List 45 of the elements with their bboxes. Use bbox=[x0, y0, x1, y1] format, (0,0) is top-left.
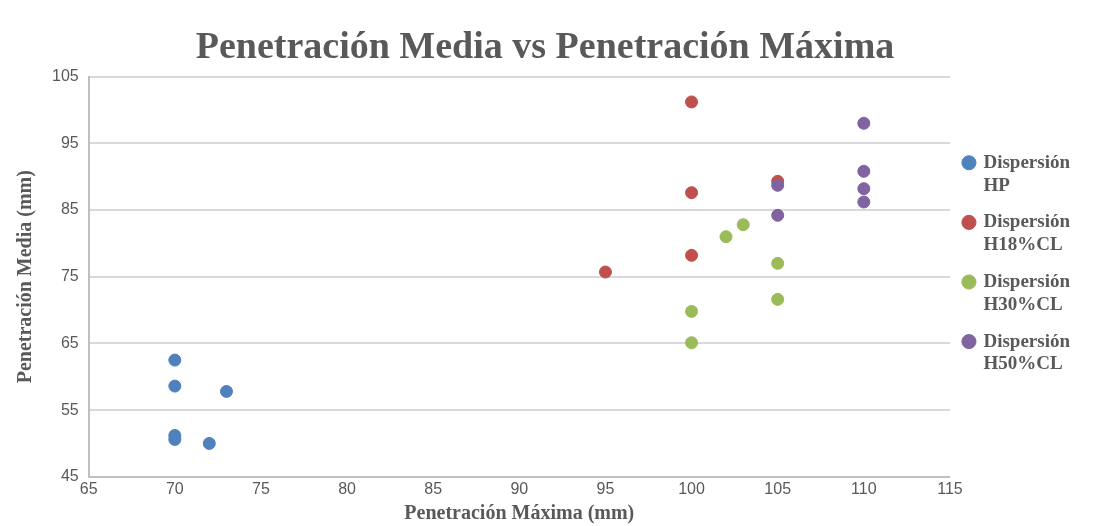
point bbox=[771, 178, 785, 192]
legend-label: Dispersión HP bbox=[983, 150, 1071, 195]
x-tick-label: 70 bbox=[165, 479, 184, 497]
point bbox=[771, 256, 785, 270]
legend-label: Dispersión H50%CL bbox=[983, 329, 1071, 374]
point bbox=[685, 304, 699, 318]
point bbox=[598, 265, 612, 279]
point bbox=[202, 436, 216, 450]
point bbox=[685, 248, 699, 262]
x-tick-label: 105 bbox=[764, 479, 792, 497]
legend-label: Dispersión H18%CL bbox=[983, 210, 1071, 255]
point bbox=[736, 218, 750, 232]
y-tick-label: 55 bbox=[60, 400, 79, 418]
legend-label: Dispersión H30%CL bbox=[983, 269, 1071, 314]
point bbox=[168, 353, 182, 367]
point bbox=[771, 292, 785, 306]
y-tick-label: 75 bbox=[60, 267, 79, 285]
x-tick-label: 65 bbox=[79, 479, 98, 497]
y-tick-label: 95 bbox=[60, 133, 79, 151]
point bbox=[219, 384, 233, 398]
point bbox=[719, 230, 733, 244]
x-axis-title: Penetración Máxima (mm) bbox=[404, 501, 635, 525]
x-tick-label: 80 bbox=[338, 479, 357, 497]
x-tick-label: 100 bbox=[678, 479, 706, 497]
x-tick-label: 95 bbox=[596, 479, 615, 497]
y-tick-label: 105 bbox=[51, 67, 79, 85]
point bbox=[857, 116, 871, 130]
point bbox=[168, 379, 182, 393]
x-tick-label: 75 bbox=[252, 479, 270, 497]
point bbox=[685, 186, 699, 200]
y-tick-label: 85 bbox=[60, 200, 79, 218]
point bbox=[771, 208, 785, 222]
x-tick-label: 85 bbox=[424, 479, 443, 497]
y-tick-label: 65 bbox=[60, 333, 79, 351]
chart-title: Penetración Media vs Penetración Máxima bbox=[195, 23, 895, 66]
point bbox=[685, 336, 699, 350]
point bbox=[857, 164, 871, 178]
point bbox=[857, 182, 871, 196]
y-axis-title: Penetración Media (mm) bbox=[13, 170, 37, 384]
x-tick-label: 90 bbox=[510, 479, 529, 497]
x-tick-label: 115 bbox=[937, 479, 963, 497]
point bbox=[857, 195, 871, 209]
y-tick-label: 45 bbox=[60, 467, 79, 485]
point bbox=[685, 95, 699, 109]
x-tick-label: 110 bbox=[851, 479, 877, 497]
